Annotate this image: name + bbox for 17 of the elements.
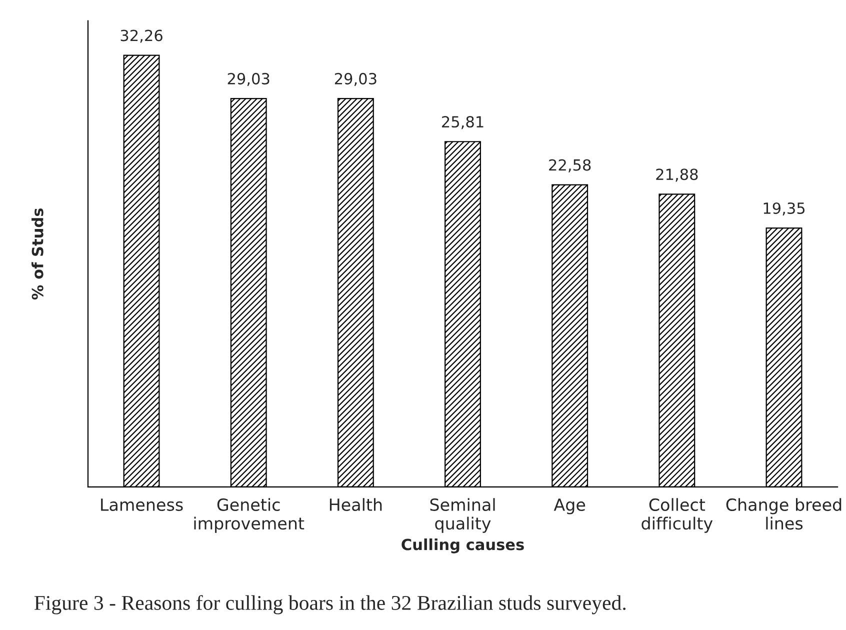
data-label: 29,03 (228, 72, 270, 86)
x-tick-label: Collect difficulty (642, 498, 713, 533)
x-tick-label: Lameness (101, 498, 183, 511)
x-tick-label: Seminal quality (430, 498, 495, 533)
x-tick-label: Age (554, 498, 586, 514)
data-label: 21,88 (656, 168, 698, 182)
x-tick-label: Health (330, 498, 382, 511)
data-label: 32,26 (120, 30, 162, 43)
x-tick-label: Genetic improvement (194, 498, 304, 533)
x-axis-title: Culling causes (402, 538, 524, 554)
data-label: 25,81 (442, 116, 484, 130)
x-tick-label: Change breed lines (726, 498, 842, 530)
data-label: 19,35 (764, 202, 805, 216)
y-axis-title: % of Studs (32, 208, 44, 300)
caption: Figure 3 - Reasons for culling boars in the 32 Brazilian studs surveyed. (34, 595, 626, 614)
data-label: 29,03 (334, 72, 376, 86)
data-label: 22,58 (549, 159, 591, 172)
